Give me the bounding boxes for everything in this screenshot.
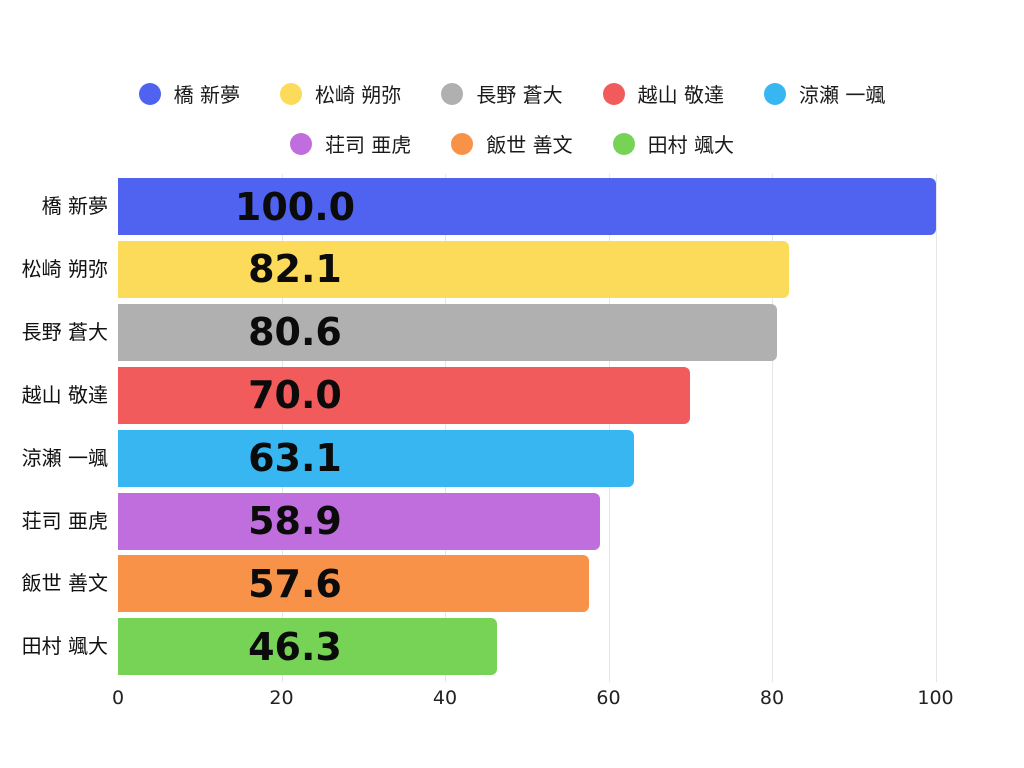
legend-dot-icon [279, 82, 302, 105]
legend-label: 松崎 朔弥 [314, 83, 402, 107]
legend-label: 橋 新夢 [173, 83, 240, 107]
gridline-x-40 [445, 174, 446, 682]
bar-value-label: 82.1 [248, 247, 342, 292]
bar-value-label: 57.6 [248, 561, 342, 606]
legend-row-2: 荘司 亜虎 飯世 善文 田村 颯大 [0, 129, 1024, 158]
legend-item-2[interactable]: 長野 蒼大 [441, 79, 563, 108]
legend-dot-icon [451, 132, 474, 155]
category-label: 橋 新夢 [41, 194, 108, 218]
bar-1[interactable]: 82.1 [118, 240, 790, 298]
x-tick-label-40: 40 [432, 687, 458, 709]
legend-label: 越山 敬達 [637, 83, 725, 107]
legend-dot-icon [764, 82, 787, 105]
x-tick-label-60: 60 [596, 687, 621, 709]
legend-label: 田村 颯大 [647, 133, 735, 157]
bar-value-label: 70.0 [248, 373, 342, 418]
legend-item-1[interactable]: 松崎 朔弥 [279, 79, 402, 108]
legend-row-1: 橋 新夢 松崎 朔弥 長野 蒼大 越山 敬達 涼瀬 一颯 [0, 79, 1024, 108]
legend-item-3[interactable]: 越山 敬達 [602, 79, 725, 108]
bar-value-label: 100.0 [234, 184, 356, 229]
category-label: 荘司 亜虎 [21, 508, 108, 533]
category-label: 飯世 善文 [21, 571, 108, 596]
legend-item-0[interactable]: 橋 新夢 [138, 79, 240, 108]
bar-3[interactable]: 70.0 [118, 366, 691, 424]
bar-value-label: 63.1 [248, 436, 342, 481]
legend-item-5[interactable]: 荘司 亜虎 [289, 129, 412, 158]
legend-label: 飯世 善文 [486, 133, 573, 157]
legend-item-6[interactable]: 飯世 善文 [451, 129, 573, 158]
legend-item-4[interactable]: 涼瀬 一颯 [764, 79, 885, 108]
legend-dot-icon [602, 82, 625, 105]
category-label: 長野 蒼大 [21, 319, 108, 344]
category-label: 越山 敬達 [21, 382, 108, 407]
legend-label: 荘司 亜虎 [324, 133, 412, 157]
category-label: 田村 颯大 [21, 634, 108, 659]
x-tick-label-100: 100 [917, 687, 954, 709]
legend-label: 涼瀬 一颯 [799, 83, 886, 107]
legend-dot-icon [441, 82, 464, 105]
gridline-x-100 [935, 174, 937, 682]
bar-value-label: 46.3 [248, 624, 342, 669]
gridline-x-80 [772, 174, 773, 682]
bar-5[interactable]: 58.9 [118, 492, 600, 550]
bar-6[interactable]: 57.6 [118, 555, 589, 613]
legend-dot-icon [138, 82, 161, 105]
x-tick-label-20: 20 [269, 687, 294, 709]
x-tick-label-80: 80 [759, 687, 785, 709]
category-label: 涼瀬 一颯 [21, 445, 108, 470]
legend-dot-icon [612, 132, 635, 155]
bar-0[interactable]: 100.0 [118, 178, 936, 235]
bar-value-label: 58.9 [248, 499, 342, 543]
legend-label: 長野 蒼大 [476, 83, 563, 107]
legend-dot-icon [289, 132, 312, 155]
legend-item-7[interactable]: 田村 颯大 [612, 129, 735, 158]
bar-4[interactable]: 63.1 [118, 429, 634, 487]
bar-7[interactable]: 46.3 [118, 618, 497, 676]
gridline-x-20 [281, 174, 283, 682]
bar-2[interactable]: 80.6 [118, 303, 777, 361]
gridline-x-60 [608, 174, 610, 682]
x-tick-label-0: 0 [111, 687, 125, 709]
bar-value-label: 80.6 [248, 310, 342, 355]
category-label: 松崎 朔弥 [21, 256, 108, 281]
